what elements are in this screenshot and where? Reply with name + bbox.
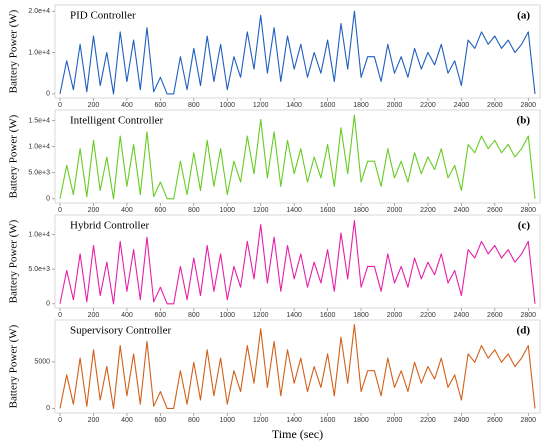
x-tick-label: 1000 [219,102,235,109]
y-tick-label: 5.0e+3 [28,170,50,177]
y-tick-label: 2.0e+4 [28,8,50,15]
x-tick-label: 0 [58,102,62,109]
x-tick-label: 1600 [320,417,336,424]
y-axis-title: Battery Power (W) [8,324,20,408]
x-tick-label: 200 [88,207,100,214]
x-tick-label: 600 [155,102,167,109]
y-tick-label: 1.5e+4 [28,117,50,124]
x-tick-label: 0 [58,207,62,214]
x-tick-label: 800 [188,102,200,109]
x-tick-label: 2200 [420,312,436,319]
y-axis-title: Battery Power (W) [8,9,20,93]
x-tick-label: 2200 [420,207,436,214]
x-tick-label: 1200 [253,312,269,319]
x-tick-label: 2200 [420,102,436,109]
x-tick-label: 2200 [420,417,436,424]
x-tick-label: 200 [88,417,100,424]
x-tick-label: 1000 [219,207,235,214]
panel-title: PID Controller [70,10,136,22]
x-tick-label: 2600 [487,417,503,424]
x-tick-label: 400 [121,312,133,319]
x-axis-title: Time (sec) [272,427,323,441]
x-tick-label: 600 [155,417,167,424]
x-tick-label: 1400 [286,207,302,214]
data-line [59,114,536,200]
data-line [59,220,536,305]
x-tick-label: 2600 [487,102,503,109]
x-tick-label: 1400 [286,102,302,109]
x-tick-label: 1400 [286,312,302,319]
y-tick-label: 5.0e+3 [28,266,50,273]
panel-annotation: (b) [517,115,531,127]
x-tick-label: 400 [121,102,133,109]
x-tick-label: 800 [188,312,200,319]
y-tick-label: 0 [46,196,50,203]
y-tick-label: 0 [46,91,50,98]
y-axis-title: Battery Power (W) [8,219,20,303]
x-tick-label: 2000 [387,102,403,109]
x-tick-label: 1200 [253,207,269,214]
panel-annotation: (d) [517,325,531,337]
x-tick-label: 2800 [521,417,537,424]
data-line [59,324,536,409]
x-tick-label: 1800 [353,312,369,319]
y-tick-label: 0 [46,301,50,308]
panel-title: Supervisory Controller [70,325,171,337]
x-tick-label: 1000 [219,312,235,319]
x-tick-label: 2600 [487,207,503,214]
x-tick-label: 1800 [353,102,369,109]
x-tick-label: 2400 [454,207,470,214]
x-tick-label: 400 [121,207,133,214]
x-tick-label: 2600 [487,312,503,319]
x-tick-label: 2000 [387,417,403,424]
x-tick-label: 2400 [454,102,470,109]
x-tick-label: 1200 [253,417,269,424]
x-tick-label: 2000 [387,207,403,214]
panel-annotation: (a) [517,10,530,22]
x-tick-label: 800 [188,207,200,214]
x-tick-label: 600 [155,207,167,214]
panel-frame [54,319,541,414]
x-tick-label: 2400 [454,417,470,424]
y-tick-label: 0 [46,405,50,412]
x-tick-label: 1000 [219,417,235,424]
y-tick-label: 1.0e+4 [28,231,50,238]
y-tick-label: 1.0e+4 [28,143,50,150]
x-tick-label: 800 [188,417,200,424]
x-tick-label: 1200 [253,102,269,109]
x-tick-label: 200 [88,312,100,319]
panel-frame [54,109,541,204]
x-tick-label: 0 [58,312,62,319]
x-tick-label: 2800 [521,207,537,214]
y-tick-label: 5000 [34,359,50,366]
panel-annotation: (c) [518,220,531,232]
x-tick-label: 2000 [387,312,403,319]
x-tick-label: 1800 [353,417,369,424]
x-tick-label: 2800 [521,102,537,109]
panel-frame [54,4,541,99]
data-line [59,10,536,95]
x-tick-label: 1800 [353,207,369,214]
x-tick-label: 1600 [320,102,336,109]
panel-frame [54,214,541,309]
x-tick-label: 1400 [286,417,302,424]
panel-title: Intelligent Controller [70,115,164,127]
x-tick-label: 1600 [320,207,336,214]
y-axis-title: Battery Power (W) [8,114,20,198]
panel-title: Hybrid Controller [70,220,149,232]
x-tick-label: 600 [155,312,167,319]
x-tick-label: 2400 [454,312,470,319]
y-tick-label: 1.0e+4 [28,49,50,56]
x-tick-label: 1600 [320,312,336,319]
x-tick-label: 0 [58,417,62,424]
x-tick-label: 2800 [521,312,537,319]
x-tick-label: 200 [88,102,100,109]
x-tick-label: 400 [121,417,133,424]
